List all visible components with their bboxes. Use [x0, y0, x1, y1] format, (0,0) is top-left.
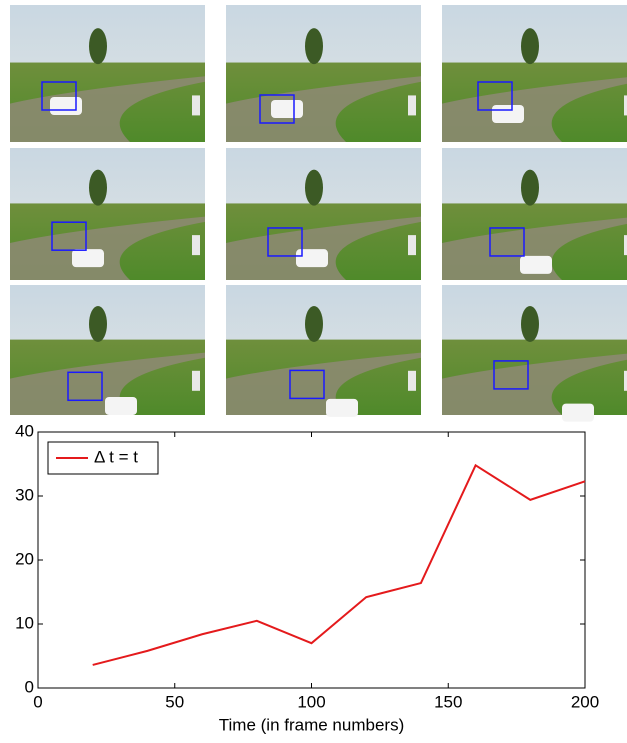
x-tick-label: 50: [165, 692, 184, 711]
tree: [521, 28, 539, 64]
tree: [521, 306, 539, 342]
y-tick-label: 40: [15, 421, 34, 440]
frame: [442, 148, 627, 280]
legend-label: Δ t = t: [94, 447, 138, 466]
x-tick-label: 200: [571, 692, 599, 711]
figure: 0 50 100 150 200 0 10 20 30 40 Time (in frame numb…: [0, 0, 627, 738]
post: [408, 95, 416, 115]
x-tick-label: 150: [434, 692, 462, 711]
x-tick-label: 0: [33, 692, 42, 711]
tree: [305, 306, 323, 342]
car: [50, 97, 82, 115]
y-tick-label: 30: [15, 485, 34, 504]
car: [562, 404, 594, 422]
frame: [10, 5, 205, 142]
tree: [89, 28, 107, 64]
car: [492, 105, 524, 123]
frame: [10, 285, 205, 415]
y-tick-label: 10: [15, 613, 34, 632]
y-tick-label: 0: [25, 677, 34, 696]
tree: [521, 170, 539, 206]
frame: [442, 285, 627, 422]
tree: [89, 170, 107, 206]
frame: [442, 5, 627, 142]
post: [192, 371, 200, 391]
car: [105, 397, 137, 415]
video-frames: [10, 5, 627, 422]
car: [326, 399, 358, 417]
x-tick-label: 100: [297, 692, 325, 711]
car: [520, 256, 552, 274]
tree: [89, 306, 107, 342]
post: [408, 235, 416, 255]
frame: [226, 5, 421, 142]
frame: [226, 285, 421, 417]
x-axis-label: Time (in frame numbers): [219, 715, 404, 734]
post: [192, 95, 200, 115]
car: [271, 100, 303, 118]
post: [408, 371, 416, 391]
line-chart: 0 50 100 150 200 0 10 20 30 40 Time (in frame numb…: [15, 421, 599, 734]
post: [192, 235, 200, 255]
frame: [226, 148, 421, 280]
y-tick-label: 20: [15, 549, 34, 568]
tree: [305, 170, 323, 206]
frame: [10, 148, 205, 280]
car: [72, 249, 104, 267]
tree: [305, 28, 323, 64]
car: [296, 249, 328, 267]
